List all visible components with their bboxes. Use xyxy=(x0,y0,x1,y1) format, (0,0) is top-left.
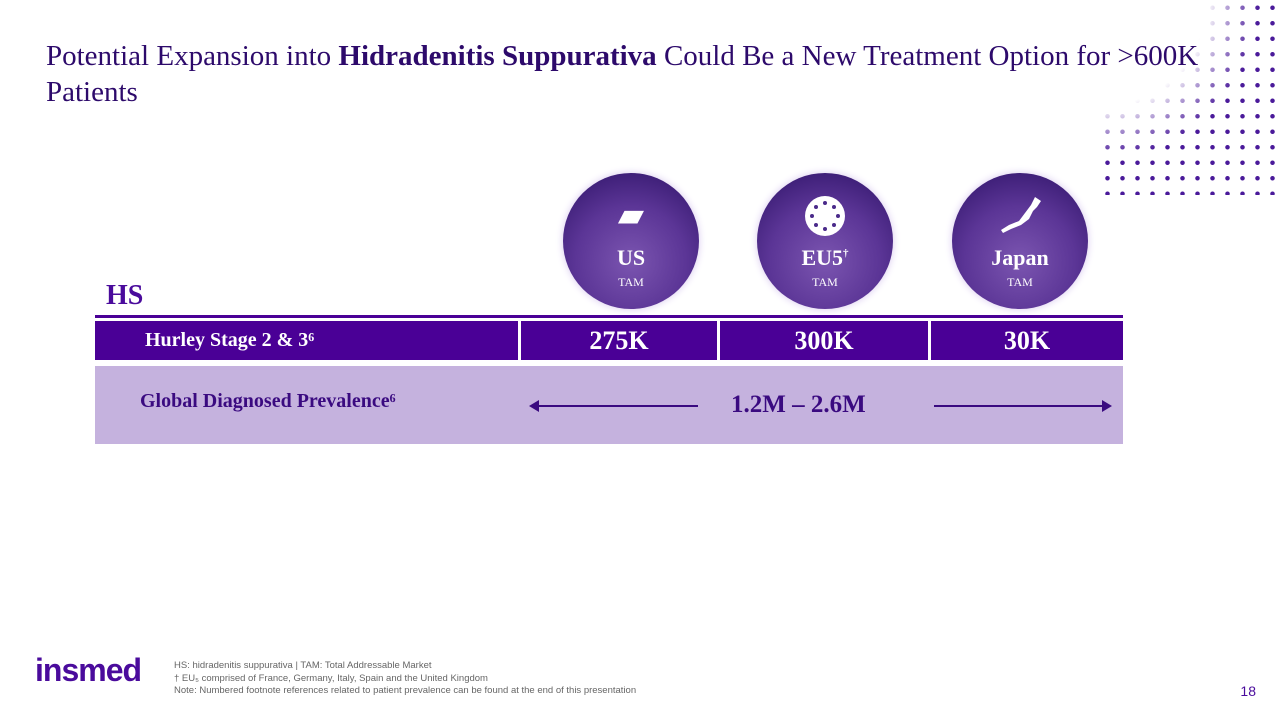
region-tam: TAM xyxy=(1007,275,1033,289)
insmed-logo: insmed xyxy=(35,652,142,688)
left-arrow-icon xyxy=(529,400,698,412)
region-japan: Japan TAM xyxy=(952,173,1088,309)
us-map-icon: ▰ xyxy=(617,195,645,235)
value-eu5: 300K xyxy=(720,321,928,360)
region-name: Japan xyxy=(991,245,1049,270)
global-prevalence-label: Global Diagnosed Prevalence⁶ xyxy=(140,390,396,412)
page-title: Potential Expansion into Hidradenitis Su… xyxy=(46,40,1199,108)
eu-flag-icon xyxy=(804,195,846,246)
value-us: 275K xyxy=(521,321,717,360)
divider xyxy=(95,315,1123,318)
value-japan: 30K xyxy=(931,321,1123,360)
decorative-dot-pattern xyxy=(1100,0,1280,195)
region-name: US xyxy=(616,245,646,270)
footnote: † EU₅ comprised of France, Germany, Ital… xyxy=(174,672,488,684)
region-us: ▰ US TAM xyxy=(563,173,699,309)
global-prevalence-row: Global Diagnosed Prevalence⁶ 1.2M – 2.6M xyxy=(95,366,1123,444)
section-label: HS xyxy=(106,280,144,311)
region-tam: TAM xyxy=(812,275,838,289)
right-arrow-icon xyxy=(934,400,1112,412)
footnotes: HS: hidradenitis suppurativa | TAM: Tota… xyxy=(174,660,636,698)
global-prevalence-value: 1.2M – 2.6M xyxy=(731,391,866,418)
region-name: EU5† xyxy=(801,245,849,270)
japan-map-icon xyxy=(995,195,1045,248)
footnote: HS: hidradenitis suppurativa | TAM: Tota… xyxy=(174,660,432,671)
footnote: Note: Numbered footnote references relat… xyxy=(174,685,637,696)
row-label-hurley: Hurley Stage 2 & 3⁶ xyxy=(95,321,518,360)
region-tam: TAM xyxy=(618,275,644,289)
page-number: 18 xyxy=(1240,683,1256,699)
region-eu5: EU5† TAM xyxy=(757,173,893,309)
